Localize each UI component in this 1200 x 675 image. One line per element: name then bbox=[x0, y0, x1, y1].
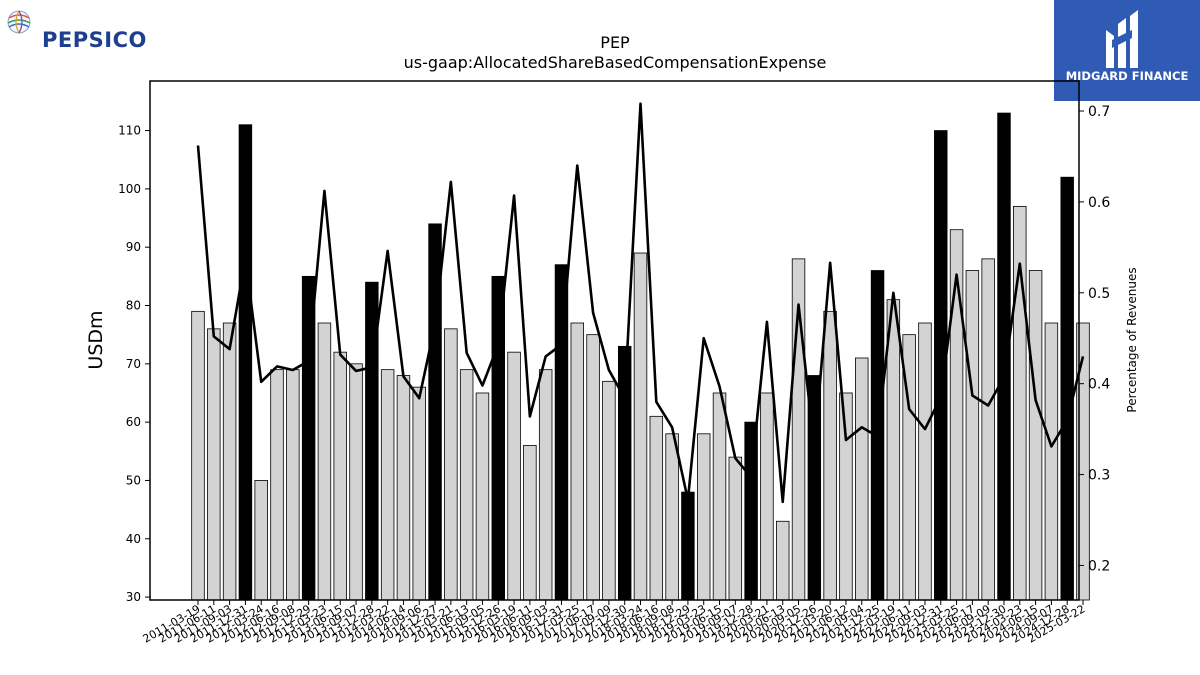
bar bbox=[475, 392, 490, 601]
bar bbox=[191, 310, 205, 601]
bar bbox=[254, 480, 268, 601]
x-axis: 2011-03-192011-06-112011-09-032011-12-31… bbox=[141, 600, 1088, 646]
y-tick-label: 80 bbox=[126, 299, 141, 313]
bar bbox=[776, 520, 790, 601]
bar bbox=[286, 369, 300, 601]
y-tick-label: 70 bbox=[126, 357, 141, 371]
y-axis-label: USDm bbox=[85, 310, 107, 369]
globe-icon bbox=[7, 10, 31, 34]
bar bbox=[823, 310, 837, 601]
y-axis-left: 30 40 50 60 70 80 90 100 110 bbox=[118, 124, 150, 604]
bar bbox=[681, 491, 695, 601]
y-tick-label: 30 bbox=[126, 590, 141, 604]
bar bbox=[570, 322, 585, 601]
bar bbox=[997, 112, 1011, 601]
bar bbox=[855, 357, 869, 601]
y2-tick-label: 0.6 bbox=[1088, 195, 1110, 211]
bar bbox=[491, 275, 505, 601]
bar bbox=[507, 351, 521, 601]
chart-subtitle: us-gaap:AllocatedShareBasedCompensationE… bbox=[404, 53, 827, 72]
y-tick-label: 110 bbox=[118, 124, 141, 138]
y2-tick-label: 0.2 bbox=[1088, 558, 1110, 574]
bar bbox=[981, 258, 995, 601]
revenue-percentage-line bbox=[196, 102, 1085, 504]
y-tick-label: 100 bbox=[118, 182, 141, 196]
bar bbox=[602, 380, 616, 601]
pepsico-wordmark: PEPSICO bbox=[42, 28, 147, 52]
bar bbox=[412, 386, 426, 601]
bar bbox=[1044, 322, 1059, 601]
bar bbox=[965, 270, 980, 601]
line-group bbox=[196, 102, 1085, 504]
bar bbox=[444, 328, 458, 601]
bar bbox=[459, 369, 474, 601]
y2-tick-label: 0.3 bbox=[1088, 468, 1110, 484]
bar bbox=[665, 433, 679, 601]
bar bbox=[728, 456, 743, 601]
bar bbox=[396, 375, 411, 601]
bar bbox=[949, 229, 964, 601]
bar bbox=[538, 369, 553, 601]
bar bbox=[349, 363, 363, 601]
bar bbox=[207, 328, 221, 601]
y-axis-right: 0.2 0.3 0.4 0.5 0.6 0.7 bbox=[1079, 104, 1110, 574]
bar bbox=[1060, 176, 1074, 601]
bar bbox=[696, 433, 711, 601]
midgard-mark-icon bbox=[1106, 10, 1138, 68]
plot-frame bbox=[149, 80, 1080, 601]
bars-group bbox=[191, 112, 1090, 601]
bar bbox=[333, 351, 347, 601]
y2-tick-label: 0.4 bbox=[1088, 377, 1110, 393]
chart-title: PEP bbox=[600, 33, 630, 52]
bar bbox=[712, 392, 727, 601]
bar bbox=[760, 392, 774, 601]
bar bbox=[1028, 270, 1043, 601]
bar bbox=[270, 369, 284, 601]
bar bbox=[633, 252, 648, 601]
y2-axis-label: Percentage of Revenues bbox=[1125, 267, 1139, 412]
pepsico-logo: PEPSICO bbox=[4, 6, 164, 52]
y2-tick-label: 0.5 bbox=[1088, 286, 1110, 302]
bar bbox=[380, 369, 395, 601]
bar bbox=[554, 264, 569, 601]
bar bbox=[523, 445, 537, 601]
y-tick-label: 40 bbox=[126, 532, 141, 546]
y-tick-label: 50 bbox=[126, 473, 141, 487]
bar bbox=[839, 392, 853, 601]
bar bbox=[649, 415, 664, 601]
bar bbox=[744, 421, 758, 601]
bar bbox=[586, 334, 600, 601]
bar bbox=[238, 124, 253, 601]
bar bbox=[317, 322, 332, 601]
bar bbox=[918, 322, 932, 601]
midgard-finance-wordmark: MIDGARD FINANCE bbox=[1065, 69, 1189, 83]
y-tick-label: 90 bbox=[126, 240, 141, 254]
bar bbox=[222, 322, 237, 601]
y-tick-label: 60 bbox=[126, 415, 141, 429]
y2-tick-label: 0.7 bbox=[1088, 104, 1110, 120]
